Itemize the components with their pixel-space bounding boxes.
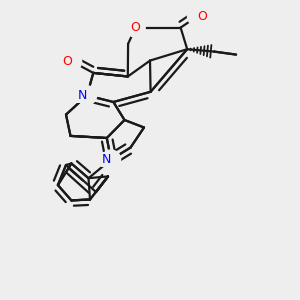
Circle shape xyxy=(77,86,97,105)
Text: O: O xyxy=(62,55,72,68)
Text: O: O xyxy=(131,21,140,34)
Text: O: O xyxy=(197,10,207,23)
Circle shape xyxy=(101,150,121,169)
Circle shape xyxy=(126,18,145,37)
Circle shape xyxy=(188,7,207,26)
Text: N: N xyxy=(102,153,111,166)
Circle shape xyxy=(62,52,82,71)
Text: N: N xyxy=(78,89,87,102)
